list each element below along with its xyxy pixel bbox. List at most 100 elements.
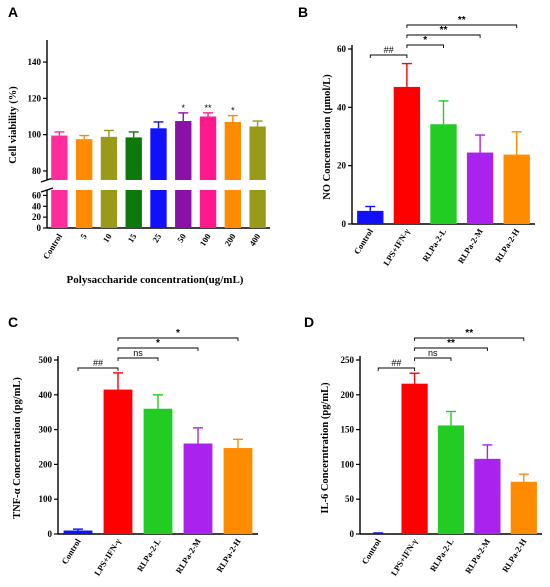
y-tick-label-c-0: 0 (48, 529, 53, 539)
category-label-d-1: LPS+IFN-γ (389, 537, 420, 578)
panel-letter-a: A (8, 4, 18, 20)
comparison-bracket-d-3 (414, 337, 525, 341)
panel-letter-b: B (298, 4, 308, 20)
category-label-a-5: 50 (175, 232, 188, 245)
bar-lower-a-5 (175, 190, 192, 228)
bar-lower-a-3 (125, 190, 142, 228)
comparison-label-c-3: * (176, 328, 180, 339)
comparison-label-b-1: * (423, 35, 427, 46)
y-axis-label-c: TNF-α Concerntration (pg/mL) (12, 377, 23, 519)
chart-b-svg: B NO Concentration (μmol/L) 0 20 40 60 Contr… (298, 4, 535, 268)
comparison-label-d-1: ns (428, 348, 438, 358)
bar-d-3 (474, 458, 501, 534)
y-tick-label-upper-a-2: 120 (28, 93, 42, 103)
y-tick-label-c-3: 300 (39, 425, 53, 435)
y-tick-label-d-5: 250 (341, 355, 355, 365)
category-label-a-0: Control (41, 231, 65, 261)
category-label-c-0: Control (59, 536, 83, 566)
y-tick-label-d-2: 100 (341, 459, 355, 469)
category-label-c-3: RLPa-2-M (173, 537, 202, 576)
bar-d-2 (437, 425, 465, 534)
bar-c-3 (183, 443, 213, 534)
comparison-label-b-3: ** (458, 15, 466, 26)
panel-letter-c: C (8, 314, 18, 330)
y-tick-label-lower-a-1: 20 (32, 212, 42, 222)
comparison-bracket-c-0 (77, 367, 119, 371)
bar-lower-a-8 (249, 190, 266, 228)
significance-label-a-5: * (182, 103, 186, 113)
y-axis-label-d: IL-6 Concerntration (pg/mL) (320, 382, 331, 514)
y-tick-label-upper-a-1: 100 (28, 130, 42, 140)
comparison-label-b-0: ## (384, 45, 394, 55)
category-label-b-3: RLPa-2-M (456, 227, 485, 266)
category-label-d-3: RLPa-2-M (463, 537, 492, 576)
comparison-bracket-b-3 (406, 24, 518, 28)
y-axis-label-a: Cell viability (%) (8, 86, 19, 164)
panel-c: C TNF-α Concerntration (pg/mL) 0 100 200 30… (0, 300, 275, 587)
y-tick-label-b-1: 20 (337, 161, 347, 171)
y-tick-label-c-1: 100 (39, 494, 53, 504)
bar-b-4 (503, 154, 530, 224)
bar-c-0 (63, 530, 93, 534)
bar-upper-a-8 (249, 126, 266, 180)
y-tick-label-lower-a-3: 60 (32, 190, 42, 200)
comparison-bracket-d-0 (377, 367, 416, 371)
comparison-label-c-2: * (156, 338, 160, 349)
category-label-d-0: Control (359, 536, 383, 566)
panel-letter-d: D (304, 314, 314, 330)
category-label-b-2: RLPa-2-L (420, 226, 448, 263)
bar-upper-a-1 (75, 139, 93, 180)
bar-upper-a-6 (199, 116, 217, 180)
chart-a-svg: A Cell viability (%) Polysaccharide conc… (8, 4, 270, 286)
category-label-d-2: RLPa-2-L (428, 536, 456, 573)
comparison-bracket-d-1 (414, 357, 452, 361)
y-tick-label-c-5: 500 (39, 355, 53, 365)
y-tick-label-b-0: 0 (342, 219, 347, 229)
category-label-a-1: 5 (78, 232, 89, 241)
significance-label-a-6: ** (205, 103, 213, 113)
bar-b-2 (430, 124, 457, 224)
bar-lower-a-1 (75, 190, 93, 228)
axis-break-upper-a (40, 177, 54, 183)
category-label-b-0: Control (352, 226, 376, 256)
bar-upper-a-3 (125, 137, 142, 180)
comparison-bracket-c-3 (117, 337, 239, 341)
comparison-bracket-c-1 (117, 357, 159, 361)
bar-lower-a-7 (224, 190, 242, 228)
bar-c-4 (223, 448, 253, 534)
bar-lower-a-4 (150, 190, 167, 228)
comparison-label-d-2: ** (447, 338, 455, 349)
y-tick-label-c-4: 400 (39, 390, 53, 400)
category-label-a-2: 10 (101, 232, 114, 245)
category-label-c-2: RLPa-2-L (135, 536, 163, 573)
comparison-bracket-b-1 (406, 44, 444, 48)
chart-c-svg: C TNF-α Concerntration (pg/mL) 0 100 200 30… (8, 314, 258, 578)
bar-b-3 (466, 152, 494, 224)
category-label-b-4: RLPa-2-H (493, 226, 522, 264)
axis-break-lower-a (40, 187, 54, 193)
comparison-label-c-0: ## (93, 358, 103, 368)
comparison-bracket-b-2 (406, 34, 481, 38)
x-axis-label-a: Polysaccharide concentration(ug/mL) (67, 274, 244, 286)
panel-a: A Cell viability (%) Polysaccharide conc… (0, 0, 275, 293)
y-tick-label-upper-a-0: 80 (32, 166, 42, 176)
category-label-c-1: LPS+IFN-γ (92, 537, 123, 578)
bar-d-4 (510, 481, 537, 534)
category-label-a-6: 100 (198, 232, 213, 248)
bar-c-2 (143, 408, 173, 534)
y-tick-label-d-1: 50 (345, 494, 355, 504)
category-label-a-7: 200 (222, 232, 237, 248)
y-tick-label-lower-a-2: 40 (32, 201, 42, 211)
bar-upper-a-4 (150, 128, 167, 180)
bar-b-0 (357, 210, 384, 224)
bar-upper-a-7 (224, 121, 242, 180)
y-tick-label-d-0: 0 (350, 529, 355, 539)
category-label-c-4: RLPa-2-H (214, 536, 243, 574)
category-label-b-1: LPS+IFN-γ (381, 227, 412, 268)
chart-d-svg: D IL-6 Concerntration (pg/mL) 0 50 100 150 2… (304, 314, 542, 578)
comparison-bracket-b-0 (369, 54, 408, 58)
comparison-label-d-0: ## (391, 358, 401, 368)
y-tick-label-b-2: 40 (337, 102, 347, 112)
category-label-a-3: 15 (125, 232, 138, 245)
bar-b-1 (393, 86, 421, 225)
